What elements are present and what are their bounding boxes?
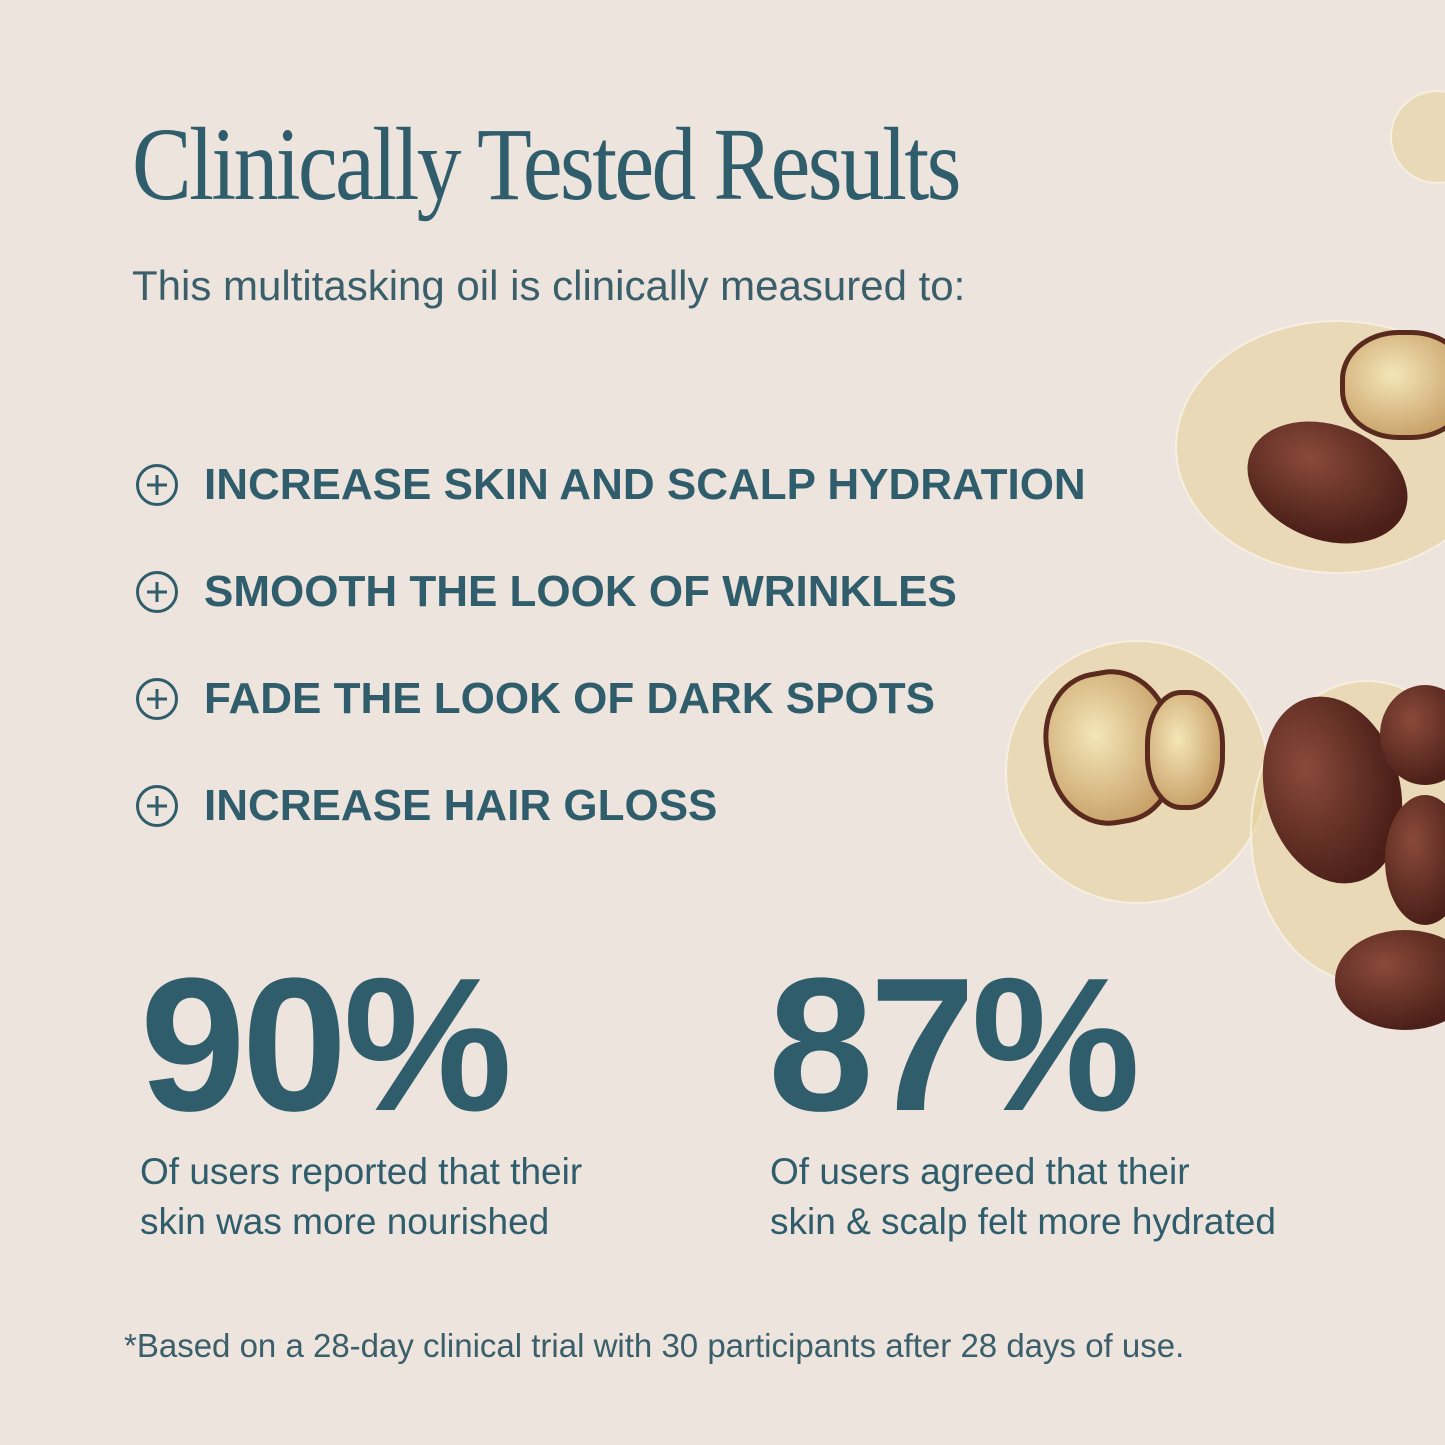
- benefit-label: FADE THE LOOK OF DARK SPOTS: [204, 674, 935, 723]
- stat-desc-line: Of users agreed that their: [770, 1151, 1190, 1192]
- plus-circle-icon: [136, 678, 178, 720]
- benefit-item: FADE THE LOOK OF DARK SPOTS: [136, 674, 935, 724]
- plus-circle-icon: [136, 464, 178, 506]
- subtitle: This multitasking oil is clinically meas…: [132, 262, 966, 309]
- page-title: Clinically Tested Results: [132, 107, 961, 222]
- stat-desc-line: Of users reported that their: [140, 1151, 583, 1192]
- plus-circle-icon: [136, 785, 178, 827]
- benefit-label: SMOOTH THE LOOK OF WRINKLES: [204, 567, 957, 616]
- benefit-item: INCREASE SKIN AND SCALP HYDRATION: [136, 460, 1086, 510]
- benefit-label: INCREASE SKIN AND SCALP HYDRATION: [204, 460, 1086, 509]
- benefit-item: SMOOTH THE LOOK OF WRINKLES: [136, 567, 957, 617]
- stat-value: 90%: [140, 939, 512, 1151]
- plus-circle-icon: [136, 571, 178, 613]
- benefit-label: INCREASE HAIR GLOSS: [204, 781, 718, 830]
- stat-desc-line: skin was more nourished: [140, 1201, 550, 1242]
- stat-value: 87%: [768, 939, 1140, 1151]
- stat-description: Of users agreed that their skin & scalp …: [770, 1147, 1276, 1247]
- footnote: *Based on a 28-day clinical trial with 3…: [124, 1327, 1185, 1364]
- stat-description: Of users reported that their skin was mo…: [140, 1147, 582, 1247]
- benefit-item: INCREASE HAIR GLOSS: [136, 781, 717, 831]
- stat-desc-line: skin & scalp felt more hydrated: [770, 1201, 1276, 1242]
